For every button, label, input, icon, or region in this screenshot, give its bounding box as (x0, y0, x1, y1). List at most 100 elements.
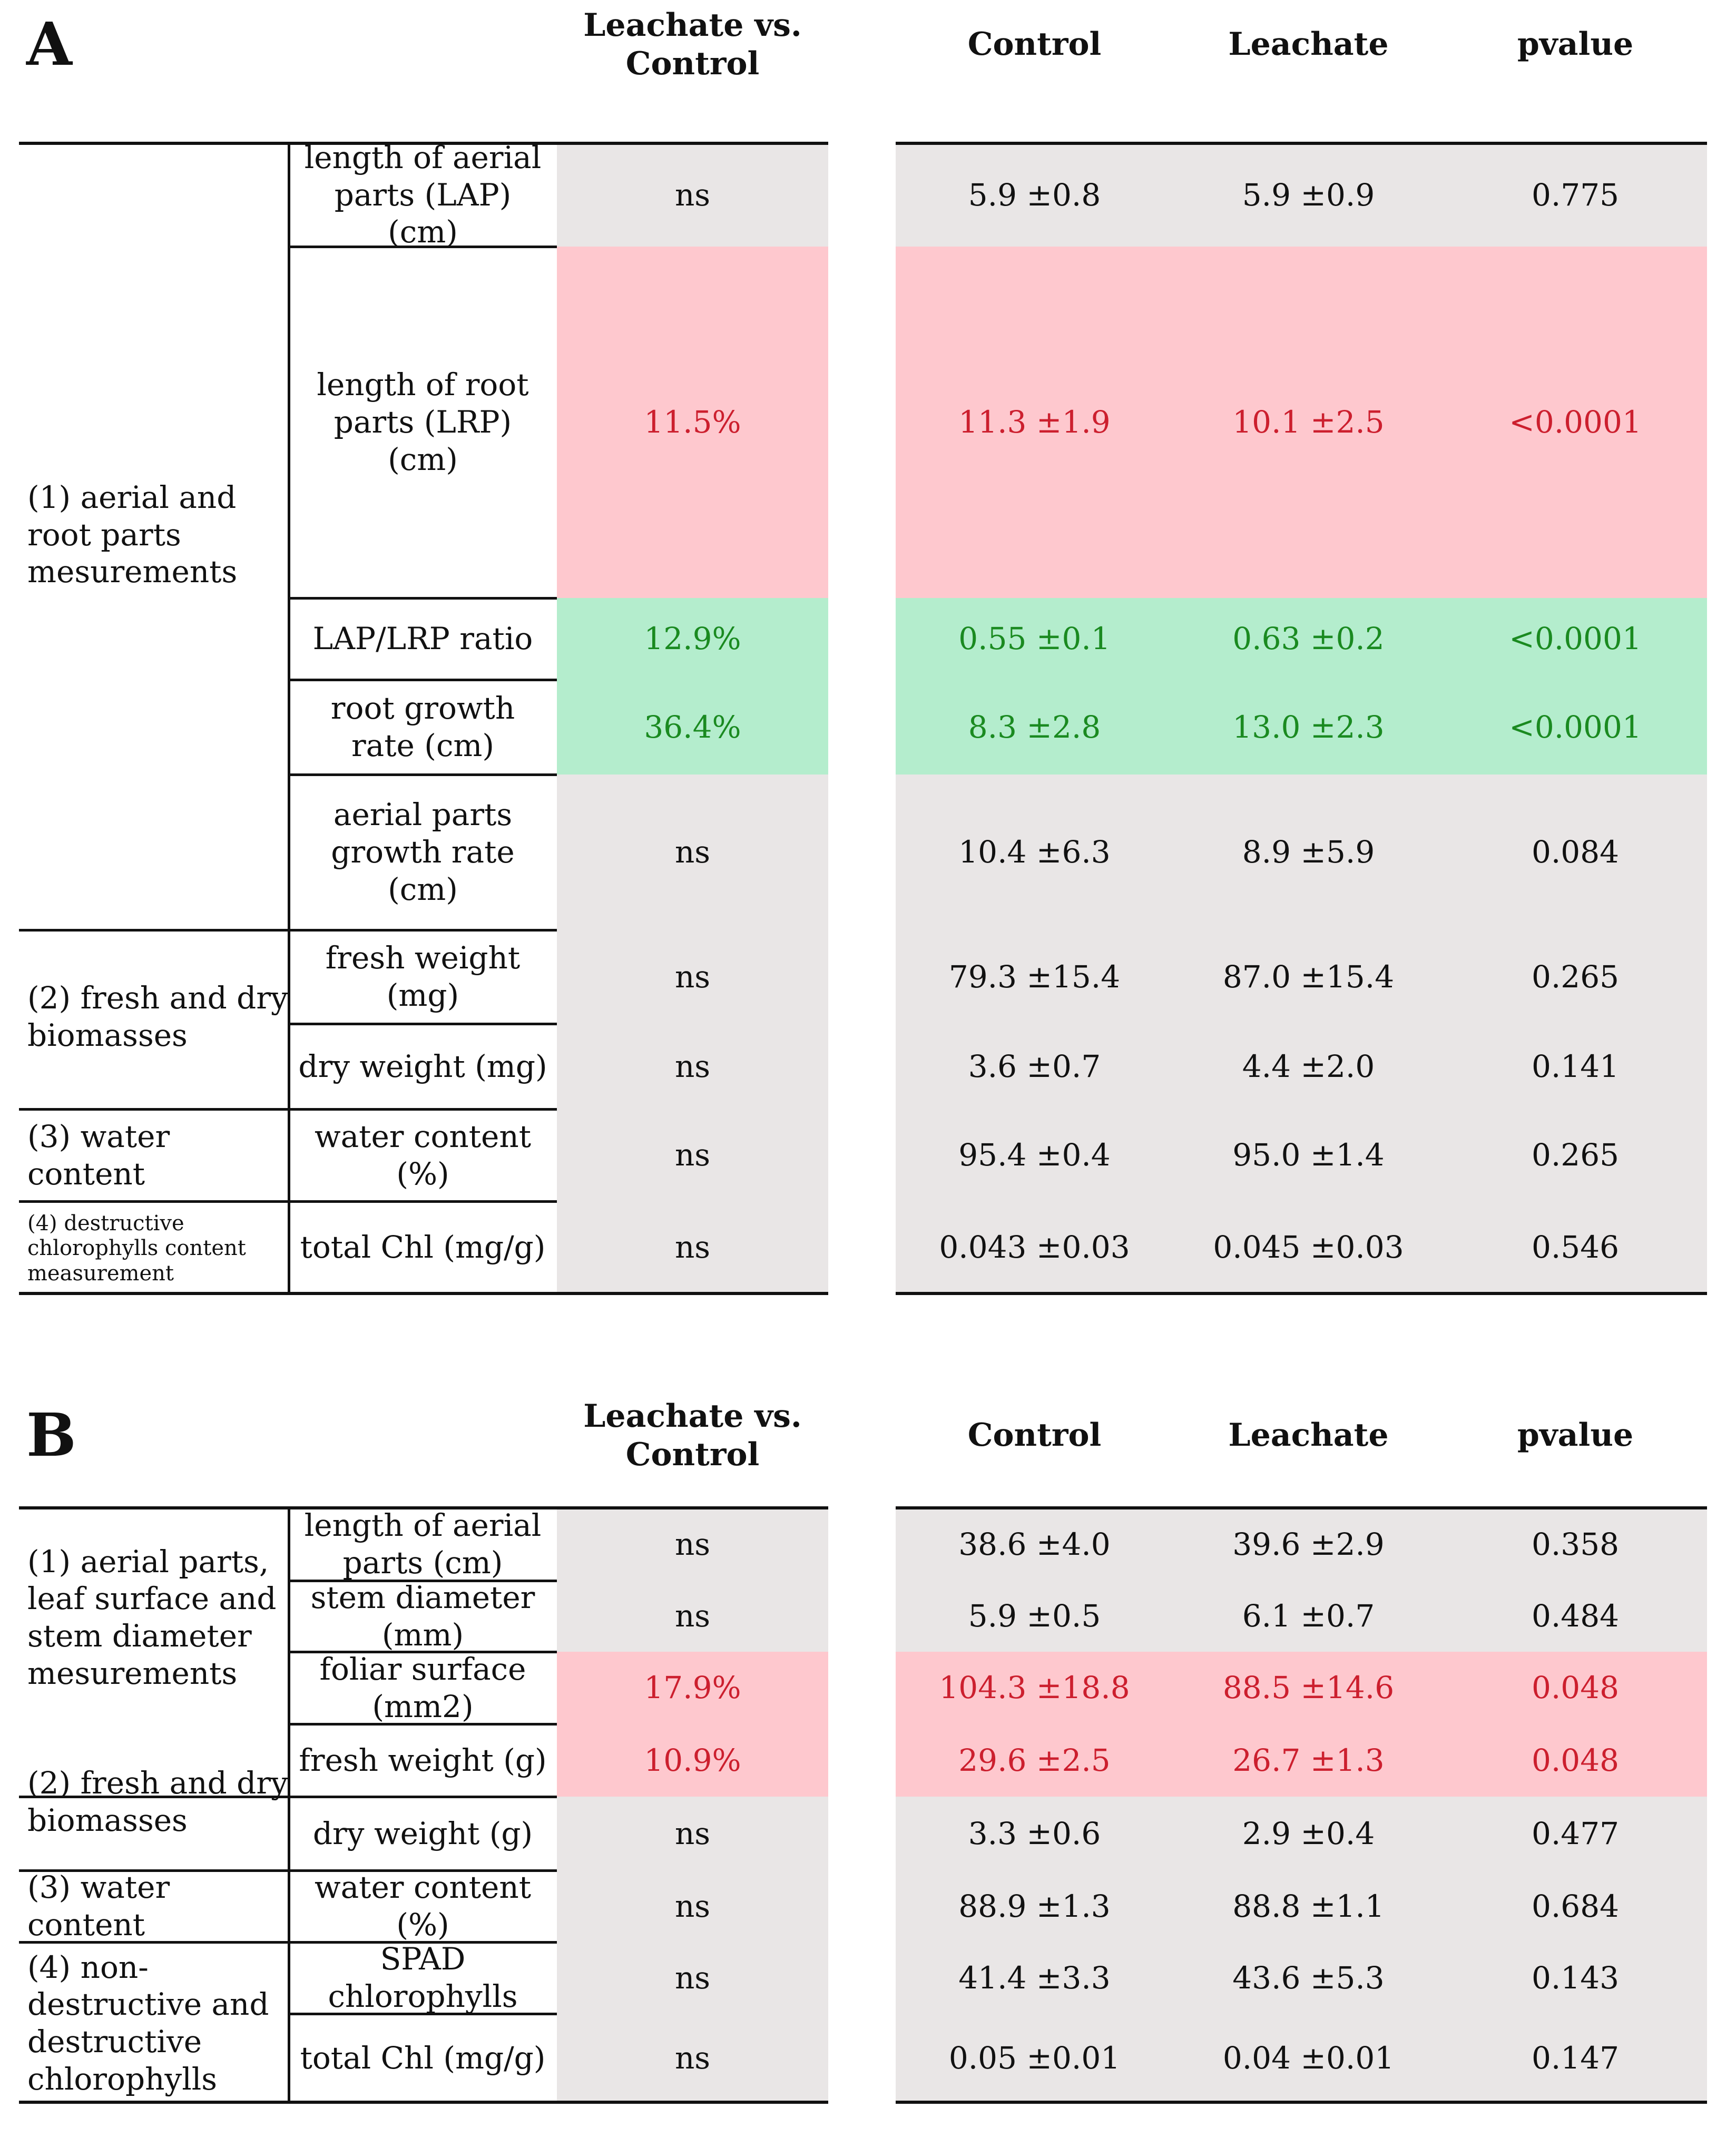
parameter-label: dry weight (mg) (298, 1048, 547, 1084)
leachate-value: 95.0 ±1.4 (1232, 1137, 1385, 1173)
group-rule (19, 1200, 289, 1203)
comparison-cell-bg (557, 930, 828, 1024)
table-bottom-rule (19, 1292, 828, 1295)
values-cell-bg (896, 1508, 1707, 1581)
comparison-cell-bg (557, 1109, 828, 1201)
control-value: 5.9 ±0.8 (968, 177, 1101, 213)
comparison-cell-bg (557, 1508, 828, 1581)
group-label: (2) fresh and dry biomasses (27, 1765, 288, 1838)
group-divider (288, 143, 290, 1293)
comparison-value: 12.9% (644, 621, 741, 657)
comparison-cell-bg (557, 680, 828, 775)
leachate-value: 0.045 ±0.03 (1213, 1229, 1404, 1266)
values-cell-bg (896, 1942, 1707, 2014)
control-value: 79.3 ±15.4 (948, 958, 1121, 995)
values-cell-bg (896, 775, 1707, 930)
leachate-value: 0.63 ±0.2 (1232, 621, 1385, 657)
parameter-label: fresh weight (mg) (325, 940, 521, 1013)
leachate-value: 2.9 ±0.4 (1242, 1815, 1375, 1851)
panel-label-B: B (26, 1400, 76, 1470)
group-label: (3) water content (27, 1118, 170, 1192)
row-rule (289, 597, 557, 600)
leachate-value: 43.6 ±5.3 (1232, 1959, 1385, 1996)
group-divider (288, 1508, 290, 2102)
parameter-label: aerial parts growth rate (cm) (331, 797, 515, 907)
group-label: (1) aerial parts, leaf surface and stem … (27, 1543, 277, 1691)
pvalue-value: 0.265 (1531, 1137, 1620, 1173)
comparison-cell-bg (557, 1581, 828, 1652)
group-rule (19, 1108, 289, 1111)
table-top-rule (19, 1506, 828, 1509)
row-rule (289, 2013, 557, 2015)
parameter-label: fresh weight (g) (299, 1742, 547, 1778)
values-cell-bg (896, 598, 1707, 680)
comparison-value: ns (674, 1598, 711, 1634)
group-label: (3) water content (27, 1869, 170, 1943)
control-value: 3.3 ±0.6 (968, 1815, 1101, 1851)
values-cell-bg (896, 1109, 1707, 1201)
header-comparison: Leachate vs. Control (583, 1397, 802, 1473)
pvalue-value: 0.265 (1531, 958, 1620, 995)
row-rule (289, 773, 557, 776)
row-rule (289, 679, 557, 681)
pvalue-value: 0.048 (1531, 1742, 1620, 1778)
control-value: 88.9 ±1.3 (958, 1888, 1111, 1924)
group-label: (4) destructive chlorophylls content mea… (27, 1211, 246, 1286)
control-value: 29.6 ±2.5 (958, 1742, 1111, 1778)
comparison-cell-bg (557, 1201, 828, 1293)
pvalue-value: 0.147 (1531, 2040, 1620, 2076)
values-cell-bg (896, 1201, 1707, 1293)
control-value: 104.3 ±18.8 (939, 1670, 1130, 1706)
row-rule (289, 1200, 557, 1203)
row-rule (289, 1869, 557, 1872)
pvalue-value: 0.141 (1531, 1048, 1620, 1084)
pvalue-value: <0.0001 (1509, 404, 1642, 440)
parameter-label: stem diameter (mm) (310, 1579, 535, 1653)
header-control: Control (967, 26, 1102, 63)
comparison-cell-bg (557, 1870, 828, 1942)
values-bottom-rule (896, 2101, 1707, 2104)
leachate-value: 13.0 ±2.3 (1232, 709, 1385, 745)
comparison-cell-bg (557, 1652, 828, 1724)
header-control: Control (967, 1417, 1102, 1454)
comparison-value: ns (674, 1959, 711, 1996)
parameter-label: root growth rate (cm) (330, 690, 515, 763)
values-cell-bg (896, 247, 1707, 598)
pvalue-value: <0.0001 (1509, 709, 1642, 745)
parameter-label: water content (%) (314, 1118, 532, 1192)
row-rule (289, 1941, 557, 1944)
group-rule (19, 1796, 289, 1798)
leachate-value: 39.6 ±2.9 (1232, 1526, 1385, 1562)
parameter-label: length of aerial parts (cm) (304, 1507, 542, 1581)
pvalue-value: 0.084 (1531, 834, 1620, 870)
values-cell-bg (896, 930, 1707, 1024)
parameter-label: dry weight (g) (312, 1815, 533, 1851)
control-value: 0.05 ±0.01 (948, 2040, 1121, 2076)
comparison-value: ns (674, 1137, 711, 1173)
values-cell-bg (896, 1870, 1707, 1942)
pvalue-value: 0.775 (1531, 177, 1620, 213)
comparison-value: 11.5% (644, 404, 741, 440)
header-leachate: Leachate (1228, 1417, 1389, 1454)
leachate-value: 5.9 ±0.9 (1242, 177, 1375, 213)
parameter-label: foliar surface (mm2) (319, 1651, 526, 1724)
control-value: 5.9 ±0.5 (968, 1598, 1101, 1634)
leachate-value: 88.8 ±1.1 (1232, 1888, 1385, 1924)
comparison-value: ns (674, 1526, 711, 1562)
values-cell-bg (896, 680, 1707, 775)
values-cell-bg (896, 1724, 1707, 1797)
parameter-label: length of aerial parts (LAP) (cm) (304, 139, 542, 250)
row-rule (289, 1108, 557, 1111)
leachate-value: 87.0 ±15.4 (1222, 958, 1395, 995)
comparison-value: ns (674, 1888, 711, 1924)
pvalue-value: <0.0001 (1509, 621, 1642, 657)
comparison-value: ns (674, 834, 711, 870)
control-value: 0.55 ±0.1 (958, 621, 1111, 657)
leachate-value: 0.04 ±0.01 (1222, 2040, 1395, 2076)
values-cell-bg (896, 143, 1707, 247)
comparison-value: 17.9% (644, 1670, 741, 1706)
comparison-cell-bg (557, 1797, 828, 1870)
pvalue-value: 0.546 (1531, 1229, 1620, 1266)
comparison-value: ns (674, 958, 711, 995)
control-value: 0.043 ±0.03 (939, 1229, 1130, 1266)
